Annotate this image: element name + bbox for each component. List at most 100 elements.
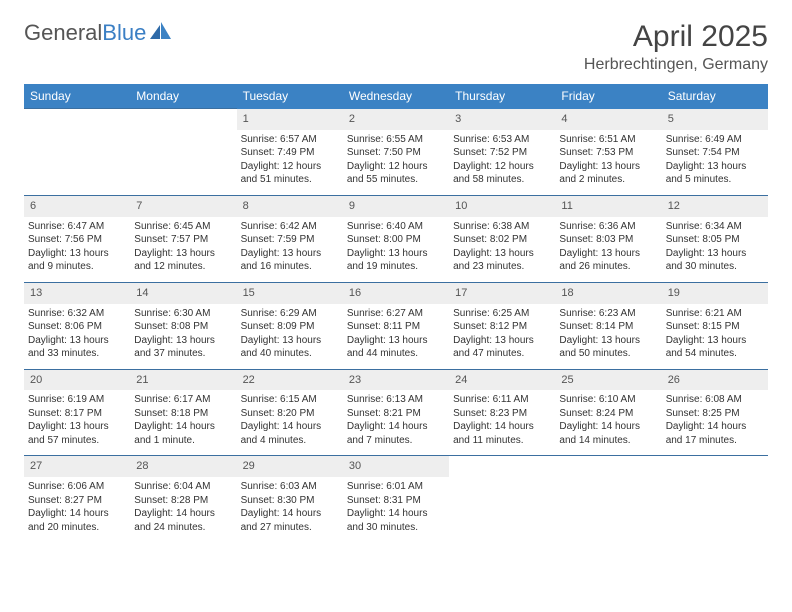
day-content-cell: Sunrise: 6:06 AMSunset: 8:27 PMDaylight:…: [24, 477, 130, 542]
daylight-line: Daylight: 14 hours and 4 minutes.: [241, 420, 339, 447]
sunrise-line: Sunrise: 6:34 AM: [666, 220, 764, 234]
day-content-cell: Sunrise: 6:25 AMSunset: 8:12 PMDaylight:…: [449, 304, 555, 370]
day-number-cell: [449, 456, 555, 477]
daylight-line: Daylight: 13 hours and 23 minutes.: [453, 247, 551, 274]
sunrise-line: Sunrise: 6:03 AM: [241, 480, 339, 494]
day-number-cell: 25: [555, 369, 661, 390]
day-number-cell: 27: [24, 456, 130, 477]
day-number-cell: 9: [343, 195, 449, 216]
sunset-line: Sunset: 8:09 PM: [241, 320, 339, 334]
sunset-line: Sunset: 8:23 PM: [453, 407, 551, 421]
daylight-line: Daylight: 14 hours and 11 minutes.: [453, 420, 551, 447]
daylight-line: Daylight: 14 hours and 7 minutes.: [347, 420, 445, 447]
day-number-cell: 18: [555, 282, 661, 303]
sunrise-line: Sunrise: 6:40 AM: [347, 220, 445, 234]
day-number-cell: 13: [24, 282, 130, 303]
sunset-line: Sunset: 7:52 PM: [453, 146, 551, 160]
sunrise-line: Sunrise: 6:30 AM: [134, 307, 232, 321]
day-content-row: Sunrise: 6:06 AMSunset: 8:27 PMDaylight:…: [24, 477, 768, 542]
day-number-cell: 7: [130, 195, 236, 216]
sunrise-line: Sunrise: 6:45 AM: [134, 220, 232, 234]
daylight-line: Daylight: 14 hours and 14 minutes.: [559, 420, 657, 447]
day-number-cell: 19: [662, 282, 768, 303]
day-content-cell: [449, 477, 555, 542]
daylight-line: Daylight: 13 hours and 30 minutes.: [666, 247, 764, 274]
day-content-cell: [662, 477, 768, 542]
daylight-line: Daylight: 12 hours and 58 minutes.: [453, 160, 551, 187]
sunrise-line: Sunrise: 6:53 AM: [453, 133, 551, 147]
sunset-line: Sunset: 8:11 PM: [347, 320, 445, 334]
sunrise-line: Sunrise: 6:10 AM: [559, 393, 657, 407]
sunrise-line: Sunrise: 6:38 AM: [453, 220, 551, 234]
daylight-line: Daylight: 14 hours and 17 minutes.: [666, 420, 764, 447]
day-number-cell: 22: [237, 369, 343, 390]
logo: GeneralBlue: [24, 20, 172, 46]
sunrise-line: Sunrise: 6:25 AM: [453, 307, 551, 321]
sunset-line: Sunset: 8:21 PM: [347, 407, 445, 421]
daylight-line: Daylight: 13 hours and 50 minutes.: [559, 334, 657, 361]
title-block: April 2025 Herbrechtingen, Germany: [584, 20, 768, 74]
day-number-cell: 23: [343, 369, 449, 390]
day-content-cell: Sunrise: 6:42 AMSunset: 7:59 PMDaylight:…: [237, 217, 343, 283]
sunset-line: Sunset: 8:08 PM: [134, 320, 232, 334]
day-content-cell: Sunrise: 6:19 AMSunset: 8:17 PMDaylight:…: [24, 390, 130, 456]
sunrise-line: Sunrise: 6:49 AM: [666, 133, 764, 147]
day-content-cell: Sunrise: 6:27 AMSunset: 8:11 PMDaylight:…: [343, 304, 449, 370]
day-content-cell: Sunrise: 6:23 AMSunset: 8:14 PMDaylight:…: [555, 304, 661, 370]
sunrise-line: Sunrise: 6:21 AM: [666, 307, 764, 321]
day-content-cell: [555, 477, 661, 542]
day-number-cell: 24: [449, 369, 555, 390]
day-content-row: Sunrise: 6:19 AMSunset: 8:17 PM Daylight:…: [24, 390, 768, 456]
logo-word-1: General: [24, 20, 102, 45]
day-number-cell: 1: [237, 109, 343, 130]
sunset-line: Sunset: 7:50 PM: [347, 146, 445, 160]
sunset-line: Sunset: 8:28 PM: [134, 494, 232, 508]
day-number-cell: 10: [449, 195, 555, 216]
day-number-cell: [662, 456, 768, 477]
day-number-row: 13141516171819: [24, 282, 768, 303]
day-content-cell: Sunrise: 6:10 AMSunset: 8:24 PMDaylight:…: [555, 390, 661, 456]
sunset-line: Sunset: 8:30 PM: [241, 494, 339, 508]
sunset-line: Sunset: 8:20 PM: [241, 407, 339, 421]
day-content-cell: Sunrise: 6:15 AMSunset: 8:20 PMDaylight:…: [237, 390, 343, 456]
day-number-cell: 4: [555, 109, 661, 130]
day-number-cell: [130, 109, 236, 130]
daylight-line: Daylight: 13 hours and 54 minutes.: [666, 334, 764, 361]
logo-text: GeneralBlue: [24, 20, 146, 46]
weekday-header: Monday: [130, 84, 236, 109]
calendar-body: 12345 Sunrise: 6:57 AMSunset: 7:49 PMDay…: [24, 109, 768, 543]
sunrise-line: Sunrise: 6:08 AM: [666, 393, 764, 407]
daylight-line: Daylight: 14 hours and 24 minutes.: [134, 507, 232, 534]
logo-word-2: Blue: [102, 20, 146, 45]
day-number-cell: 6: [24, 195, 130, 216]
day-content-cell: Sunrise: 6:17 AMSunset: 8:18 PMDaylight:…: [130, 390, 236, 456]
day-number-cell: 14: [130, 282, 236, 303]
day-content-cell: Sunrise: 6:29 AMSunset: 8:09 PMDaylight:…: [237, 304, 343, 370]
day-number-cell: 3: [449, 109, 555, 130]
day-number-cell: 20: [24, 369, 130, 390]
day-content-cell: Sunrise: 6:49 AMSunset: 7:54 PMDaylight:…: [662, 130, 768, 196]
sunrise-line: Sunrise: 6:19 AM: [28, 393, 126, 407]
day-content-row: Sunrise: 6:47 AMSunset: 7:56 PMDaylight:…: [24, 217, 768, 283]
day-content-cell: Sunrise: 6:03 AMSunset: 8:30 PMDaylight:…: [237, 477, 343, 542]
daylight-line: Daylight: 13 hours and 44 minutes.: [347, 334, 445, 361]
sunrise-line: Sunrise: 6:01 AM: [347, 480, 445, 494]
sunset-line: Sunset: 7:59 PM: [241, 233, 339, 247]
day-number-row: 6789101112: [24, 195, 768, 216]
day-number-row: 12345: [24, 109, 768, 130]
day-content-cell: Sunrise: 6:08 AMSunset: 8:25 PMDaylight:…: [662, 390, 768, 456]
day-content-cell: Sunrise: 6:45 AMSunset: 7:57 PMDaylight:…: [130, 217, 236, 283]
sunrise-line: Sunrise: 6:23 AM: [559, 307, 657, 321]
daylight-line: Daylight: 13 hours and 16 minutes.: [241, 247, 339, 274]
sunset-line: Sunset: 8:17 PM: [28, 407, 126, 421]
sunset-line: Sunset: 7:56 PM: [28, 233, 126, 247]
sunset-line: Sunset: 7:54 PM: [666, 146, 764, 160]
sunset-line: Sunset: 8:03 PM: [559, 233, 657, 247]
calendar-table: SundayMondayTuesdayWednesdayThursdayFrid…: [24, 84, 768, 542]
day-content-cell: Sunrise: 6:30 AMSunset: 8:08 PMDaylight:…: [130, 304, 236, 370]
day-number-cell: 15: [237, 282, 343, 303]
sunrise-line: Sunrise: 6:42 AM: [241, 220, 339, 234]
day-number-cell: 5: [662, 109, 768, 130]
day-number-cell: [24, 109, 130, 130]
sunset-line: Sunset: 8:06 PM: [28, 320, 126, 334]
